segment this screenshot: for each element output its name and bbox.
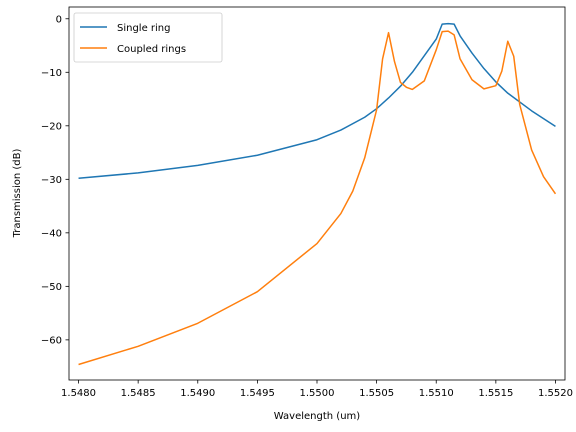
legend: Single ring Coupled rings <box>73 12 223 63</box>
x-tick-label: 1.5500 <box>300 388 335 399</box>
series-line-single-ring <box>78 22 556 179</box>
y-axis-label: Transmission (dB) <box>12 149 23 239</box>
series-layer <box>78 22 557 366</box>
x-tick-label: 1.5485 <box>121 388 156 399</box>
y-tick-label: −10 <box>41 68 62 79</box>
y-tick-label: −50 <box>41 282 62 293</box>
y-tick-label: 0 <box>56 14 62 25</box>
y-tick-label: −60 <box>41 335 62 346</box>
x-tick-label: 1.5510 <box>419 388 454 399</box>
legend-box <box>73 12 223 63</box>
plot-frame <box>68 6 566 381</box>
x-tick-label: 1.5515 <box>478 388 513 399</box>
x-tick-label: 1.5505 <box>359 388 394 399</box>
plot-area <box>69 7 565 380</box>
legend-label-coupled-rings: Coupled rings <box>117 44 186 55</box>
x-tick-label: 1.5480 <box>61 388 96 399</box>
y-tick-label: −20 <box>41 121 62 132</box>
x-tick-label: 1.5520 <box>538 388 573 399</box>
x-tick-label: 1.5495 <box>240 388 275 399</box>
y-tick-label: −30 <box>41 175 62 186</box>
x-tick-label: 1.5490 <box>180 388 215 399</box>
ticks-layer: 1.5480 1.5485 1.5490 1.5495 1.5500 1.5505 1.55… <box>41 14 573 399</box>
series-line-coupled-rings <box>78 30 557 366</box>
legend-label-single-ring: Single ring <box>117 23 171 34</box>
x-axis-label: Wavelength (um) <box>274 411 360 422</box>
y-tick-label: −40 <box>41 228 62 239</box>
